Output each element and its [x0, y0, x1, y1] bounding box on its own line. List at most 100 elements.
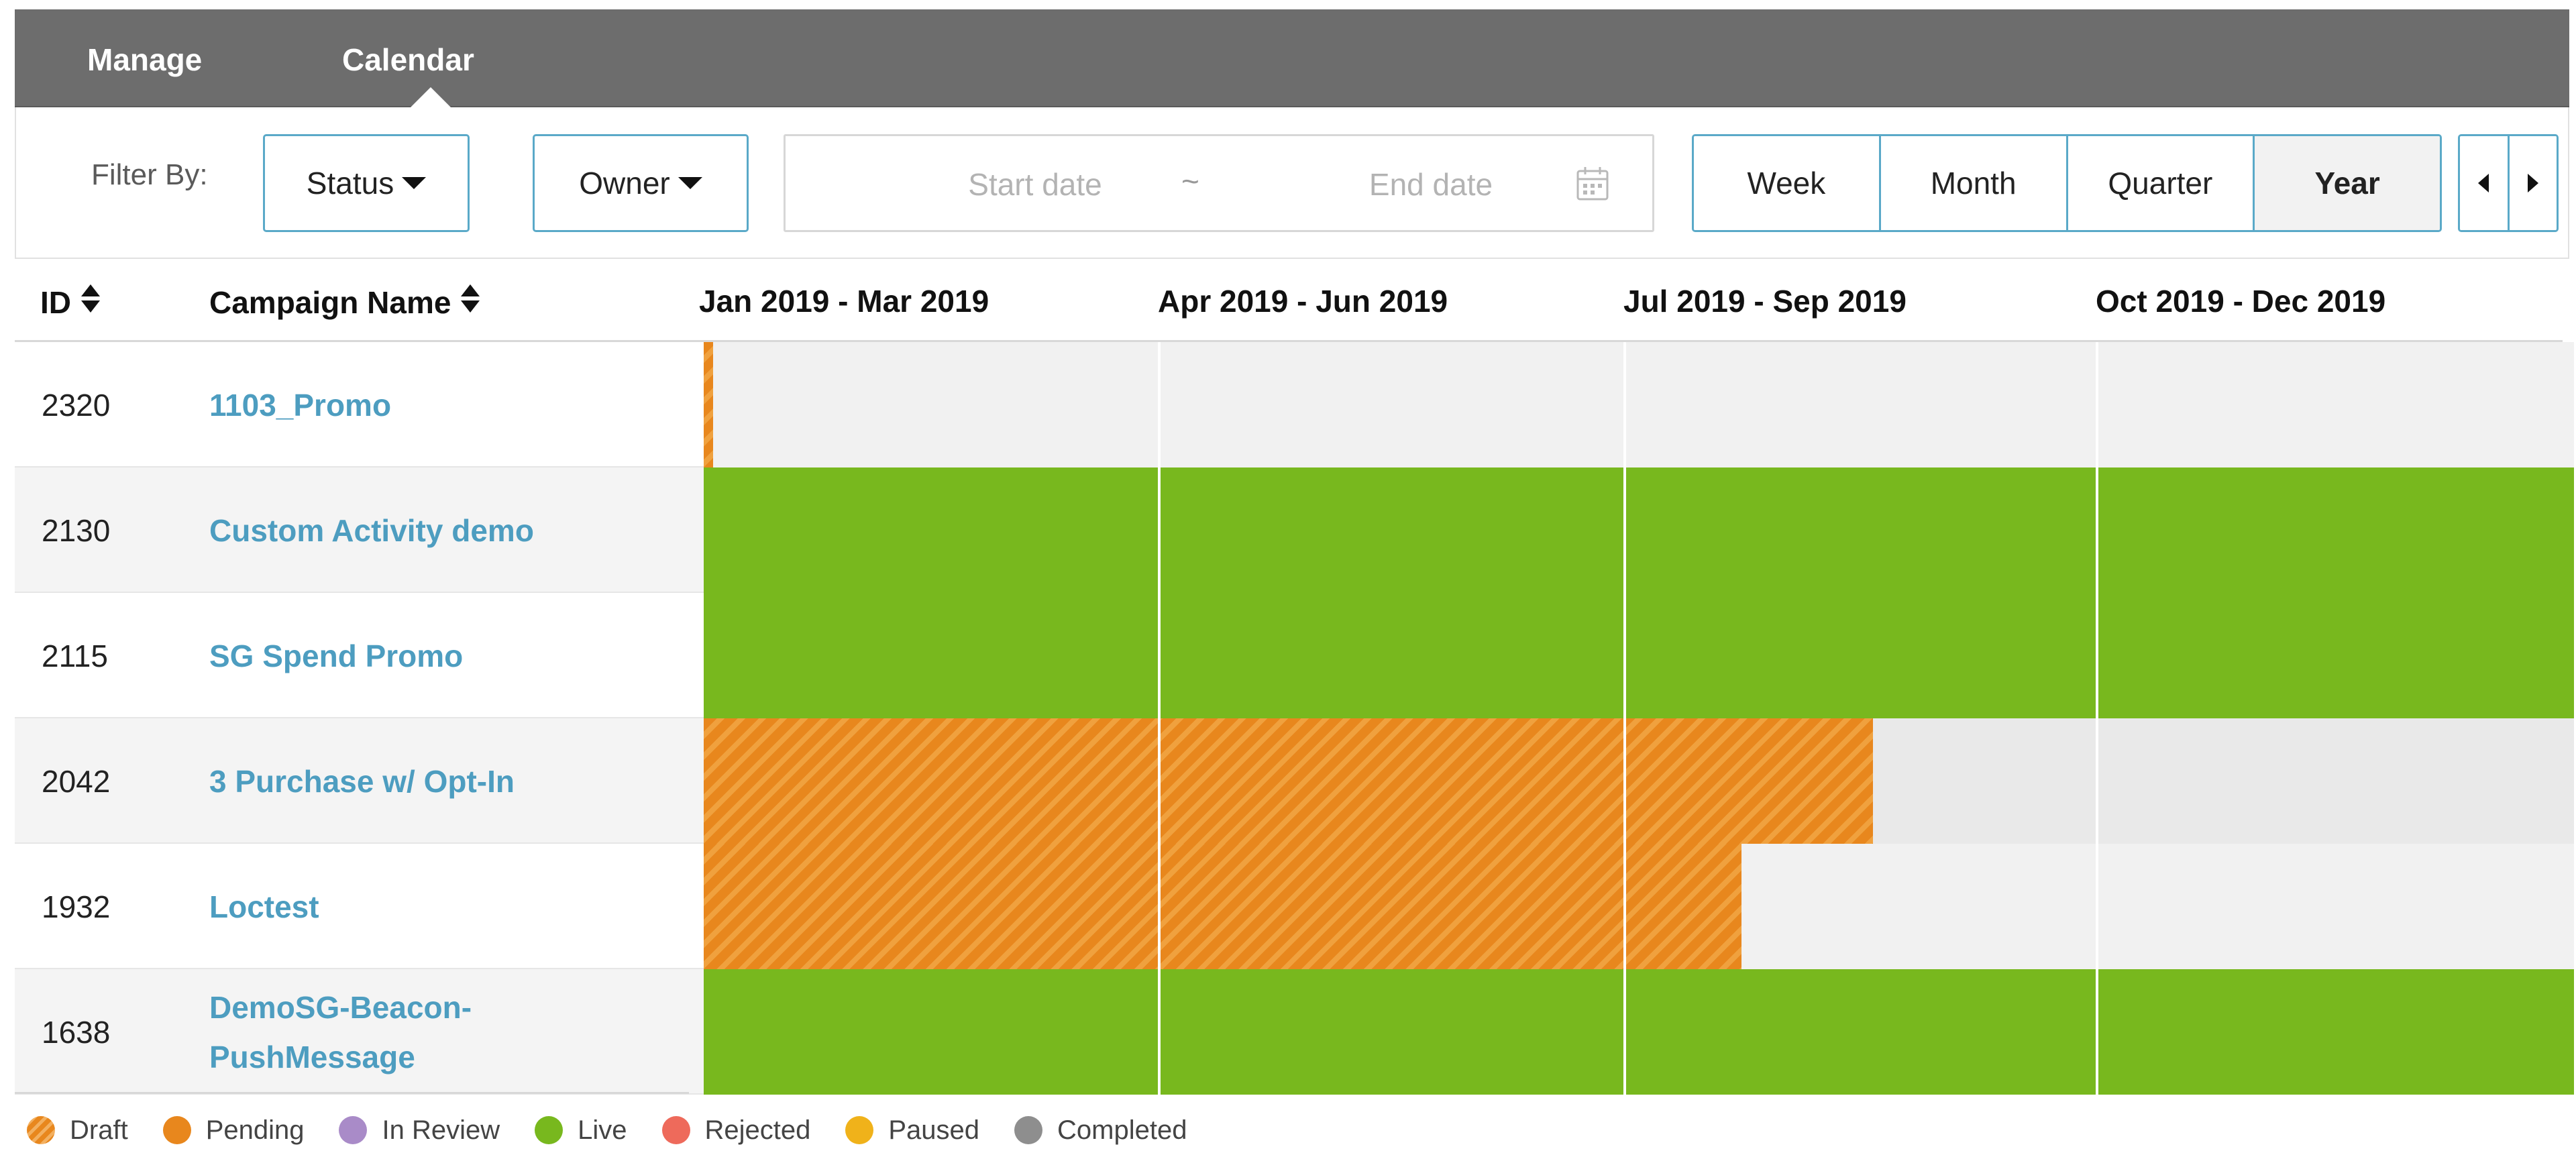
legend-label: Paused [888, 1115, 980, 1145]
period-nav-group [2458, 134, 2559, 232]
sort-icon [80, 283, 101, 321]
quarter-header-q3: Jul 2019 - Sep 2019 [1623, 284, 1907, 319]
campaign-name-line: PushMessage [209, 1039, 415, 1075]
campaign-name-link[interactable]: Custom Activity demo [209, 512, 534, 548]
quarter-divider [1158, 718, 1161, 844]
tab-manage[interactable]: Manage [87, 42, 203, 77]
legend-item: Rejected [661, 1115, 811, 1146]
legend-label: Rejected [704, 1115, 811, 1145]
quarter-divider [1623, 844, 1626, 969]
row-divider [15, 717, 704, 718]
legend-label: Draft [70, 1115, 128, 1145]
campaign-id: 2115 [42, 638, 108, 673]
quarter-divider [1623, 969, 1626, 1095]
legend-item: Paused [845, 1115, 979, 1146]
campaign-name-link[interactable]: SG Spend Promo [209, 638, 464, 673]
campaign-name-link[interactable]: DemoSG-Beacon- PushMessage [209, 969, 679, 1095]
status-dot-icon [27, 1116, 55, 1144]
campaign-timeline-bar[interactable] [704, 593, 2574, 718]
legend-item: Completed [1014, 1115, 1187, 1146]
sort-icon [460, 283, 480, 321]
view-year-button[interactable]: Year [2255, 136, 2440, 230]
campaign-timeline-bar[interactable] [704, 969, 2574, 1095]
campaign-timeline-bar[interactable] [704, 844, 1741, 969]
table-row[interactable]: 2320 1103_Promo [15, 342, 2574, 467]
timeline-track [704, 969, 2574, 1095]
table-bottom-divider [15, 1092, 689, 1094]
campaign-timeline-bar[interactable] [704, 342, 713, 467]
start-date-input[interactable] [900, 160, 1171, 209]
calendar-icon[interactable] [1576, 166, 1609, 209]
status-dot-icon [845, 1116, 874, 1144]
table-header: ID Campaign Name Jan 2019 - Mar 2019 Apr… [15, 259, 2563, 342]
campaign-name-link[interactable]: 3 Purchase w/ Opt-In [209, 763, 515, 799]
status-filter-dropdown[interactable]: Status [263, 134, 470, 232]
campaign-id: 2042 [42, 763, 111, 799]
view-month-button[interactable]: Month [1880, 136, 2068, 230]
quarter-divider [2096, 718, 2098, 844]
table-row[interactable]: 2115 SG Spend Promo [15, 593, 2574, 718]
row-divider [15, 842, 704, 844]
campaign-name-link[interactable]: 1103_Promo [209, 387, 392, 423]
legend-label: Live [578, 1115, 627, 1145]
quarter-divider [1623, 593, 1626, 718]
previous-period-button[interactable] [2460, 136, 2510, 230]
view-week-button[interactable]: Week [1694, 136, 1881, 230]
table-row[interactable]: 2130 Custom Activity demo [15, 467, 2574, 593]
campaign-id: 1638 [42, 1014, 111, 1050]
quarter-divider [1623, 467, 1626, 593]
end-date-input[interactable] [1295, 160, 1566, 209]
status-legend: Draft Pending In Review Live Rejected Paused C… [27, 1113, 1222, 1147]
status-dot-icon [1014, 1116, 1043, 1144]
timeline-track [704, 467, 2574, 593]
caret-down-icon [402, 177, 427, 189]
quarter-divider [1158, 342, 1161, 467]
campaign-name-header-label: Campaign Name [209, 284, 451, 320]
status-dot-icon [339, 1116, 368, 1144]
timeline-track [704, 342, 2574, 467]
campaign-name-link[interactable]: Loctest [209, 889, 319, 924]
quarter-divider [1158, 844, 1161, 969]
row-divider [15, 968, 704, 969]
legend-item: Draft [27, 1115, 128, 1146]
quarter-divider [1158, 593, 1161, 718]
next-period-button[interactable] [2509, 136, 2557, 230]
view-quarter-button[interactable]: Quarter [2068, 136, 2255, 230]
quarter-header-q1: Jan 2019 - Mar 2019 [699, 284, 989, 319]
table-row[interactable]: 2042 3 Purchase w/ Opt-In [15, 718, 2574, 844]
id-header-label: ID [40, 284, 71, 320]
caret-right-icon [2527, 174, 2538, 192]
timeline-track [704, 718, 2574, 844]
view-toggle-group: Week Month Quarter Year [1692, 134, 2442, 232]
caret-down-icon [678, 177, 702, 189]
timeline-track [704, 844, 2574, 969]
status-dot-icon [661, 1116, 690, 1144]
owner-filter-dropdown[interactable]: Owner [533, 134, 749, 232]
date-separator: ~ [1181, 164, 1199, 199]
owner-filter-label: Owner [579, 166, 670, 201]
quarter-divider [1623, 342, 1626, 467]
legend-label: Pending [205, 1115, 305, 1145]
top-nav-bar: Manage Calendar [15, 9, 2569, 107]
campaign-timeline-bar[interactable] [704, 718, 1873, 844]
campaign-timeline-bar[interactable] [704, 467, 2574, 593]
campaign-name-column-header[interactable]: Campaign Name [209, 283, 480, 321]
table-row[interactable]: 1932 Loctest [15, 844, 2574, 969]
status-filter-label: Status [306, 166, 394, 201]
quarter-divider [2096, 844, 2098, 969]
legend-label: In Review [382, 1115, 500, 1145]
id-column-header[interactable]: ID [40, 283, 101, 321]
legend-item: Pending [162, 1115, 305, 1146]
caret-left-icon [2478, 174, 2489, 192]
quarter-header-q2: Apr 2019 - Jun 2019 [1158, 284, 1448, 319]
timeline-track [704, 593, 2574, 718]
legend-item: In Review [339, 1115, 500, 1146]
quarter-divider [1158, 467, 1161, 593]
status-dot-icon [535, 1116, 564, 1144]
date-range-picker: ~ [784, 134, 1654, 232]
quarter-divider [1623, 718, 1626, 844]
table-row[interactable]: 1638 DemoSG-Beacon- PushMessage [15, 969, 2574, 1095]
row-divider [15, 592, 704, 593]
tab-calendar[interactable]: Calendar [342, 42, 474, 77]
quarter-header-q4: Oct 2019 - Dec 2019 [2096, 284, 2386, 319]
